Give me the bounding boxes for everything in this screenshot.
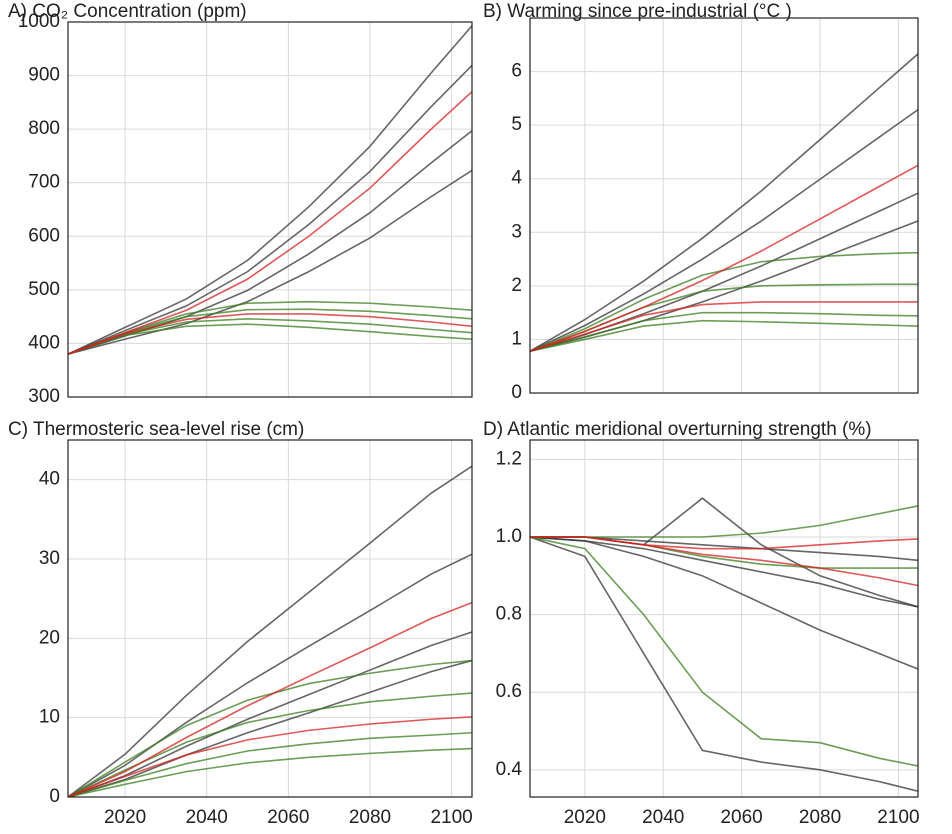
ensemble-line: [68, 313, 472, 355]
ensemble-line: [530, 251, 918, 352]
y-tick-label: 2: [511, 275, 522, 296]
y-tick-label: 800: [28, 118, 60, 139]
x-tick-label: 2060: [267, 807, 309, 828]
x-tick-label: 2020: [104, 807, 146, 828]
y-tick-label: 6: [511, 61, 522, 82]
plot-area: [530, 497, 918, 792]
y-tick-label: 0: [49, 786, 60, 807]
x-tick-label: 2040: [642, 807, 684, 828]
ensemble-line: [68, 25, 472, 355]
ensemble-line: [530, 319, 918, 352]
y-tick-label: 500: [28, 279, 60, 300]
axes-frame: [67, 21, 473, 398]
ensemble-line: [68, 659, 472, 797]
x-tick-label: 2020: [564, 807, 606, 828]
ensemble-line: [68, 323, 472, 355]
ensemble-line: [530, 536, 918, 767]
ensemble-line: [530, 164, 918, 352]
x-tick-label: 2100: [430, 807, 472, 828]
y-tick-label: 1: [511, 328, 522, 349]
y-tick-label: 3: [511, 221, 522, 242]
y-tick-label: 40: [39, 469, 60, 490]
panel-title: D) Atlantic meridional overturning stren…: [483, 419, 872, 440]
ensemble-line: [68, 553, 472, 797]
ensemble-line: [530, 536, 918, 792]
ensemble-line: [68, 91, 472, 355]
x-tick-label: 2060: [720, 807, 762, 828]
ensemble-line: [68, 64, 472, 355]
ensemble-line: [530, 108, 918, 352]
y-tick-label: 0.6: [496, 681, 522, 702]
y-tick-label: 1.2: [496, 448, 522, 469]
x-tick-label: 2080: [349, 807, 391, 828]
ensemble-line: [530, 311, 918, 352]
ensemble-line: [68, 169, 472, 355]
axes-frame: [67, 439, 473, 798]
y-tick-label: 0.4: [496, 759, 523, 780]
ensemble-line: [68, 308, 472, 355]
panel-title: A) CO₂ Concentration (ppm): [8, 1, 247, 22]
y-tick-label: 1000: [18, 11, 60, 32]
y-tick-label: 700: [28, 172, 60, 193]
x-tick-label: 2040: [186, 807, 228, 828]
y-tick-label: 5: [511, 114, 522, 135]
axes-frame: [529, 17, 919, 394]
y-tick-label: 4: [511, 168, 522, 189]
panel-title: C) Thermosteric sea-level rise (cm): [8, 419, 304, 440]
ensemble-line: [530, 505, 918, 538]
ensemble-line: [68, 747, 472, 797]
ensemble-line: [68, 465, 472, 797]
y-tick-label: 400: [28, 332, 60, 353]
ensemble-line: [68, 601, 472, 797]
y-tick-label: 20: [39, 627, 60, 648]
panel-title: B) Warming since pre-industrial (°C ): [483, 1, 792, 22]
y-tick-label: 0.8: [496, 604, 522, 625]
x-tick-label: 2080: [799, 807, 841, 828]
ensemble-line: [68, 659, 472, 797]
ensemble-line: [530, 53, 918, 352]
ensemble-line: [530, 536, 918, 670]
y-tick-label: 300: [28, 386, 60, 407]
y-tick-label: 600: [28, 225, 60, 246]
y-tick-label: 0: [511, 382, 522, 403]
ensemble-line: [530, 301, 918, 352]
ensemble-line: [530, 536, 918, 608]
y-tick-label: 900: [28, 65, 60, 86]
ensemble-line: [530, 536, 918, 550]
ensemble-line: [68, 731, 472, 797]
plot-area: [68, 25, 472, 355]
plot-area: [68, 465, 472, 797]
y-tick-label: 10: [39, 707, 60, 728]
ensemble-line: [68, 692, 472, 797]
axes-frame: [529, 439, 919, 798]
plot-area: [530, 53, 918, 352]
x-tick-label: 2100: [877, 807, 919, 828]
y-tick-label: 1.0: [496, 526, 522, 547]
y-tick-label: 30: [39, 548, 60, 569]
ensemble-line: [68, 631, 472, 797]
ensemble-line: [68, 317, 472, 355]
ensemble-line: [68, 716, 472, 797]
